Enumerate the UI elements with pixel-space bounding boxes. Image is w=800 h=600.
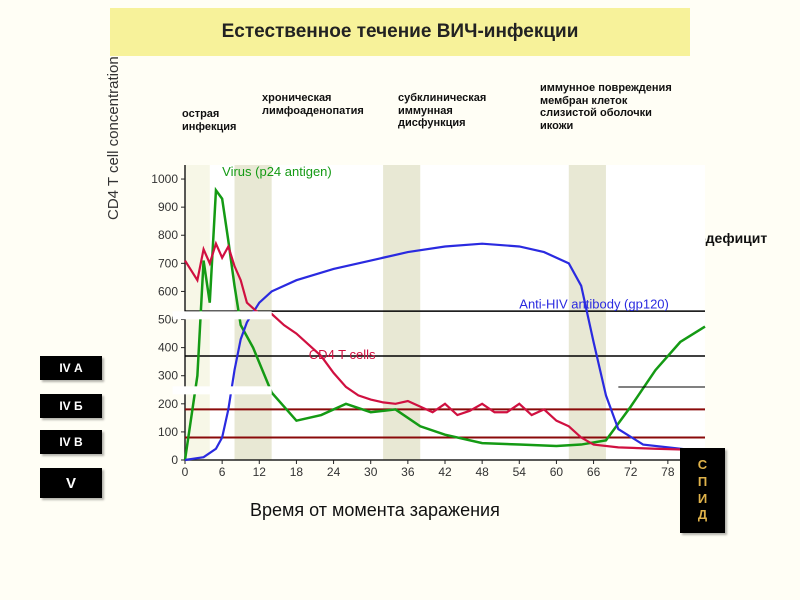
chart-area: 0100200300400500600700800900100006121824… (150, 160, 710, 485)
svg-text:18: 18 (290, 465, 304, 479)
svg-text:CD4 T cells: CD4 T cells (309, 347, 376, 362)
stage-button-iv-a[interactable]: IV А (40, 356, 102, 380)
svg-text:400: 400 (158, 341, 178, 355)
spid-letter: И (698, 491, 707, 508)
svg-text:900: 900 (158, 200, 178, 214)
svg-text:54: 54 (513, 465, 527, 479)
phase-label-acute: острая инфекция (182, 108, 236, 133)
svg-text:Anti-HIV antibody (gp120): Anti-HIV antibody (gp120) (519, 296, 669, 311)
svg-text:800: 800 (158, 228, 178, 242)
svg-text:30: 30 (364, 465, 378, 479)
hiv-course-chart: 0100200300400500600700800900100006121824… (150, 160, 710, 485)
slide-title: Естественное течение ВИЧ-инфекции (222, 21, 579, 43)
svg-text:36: 36 (401, 465, 415, 479)
spid-letter: П (698, 474, 707, 491)
svg-text:48: 48 (475, 465, 489, 479)
svg-text:600: 600 (158, 284, 178, 298)
stage-button-v[interactable]: V (40, 468, 102, 498)
svg-text:78: 78 (661, 465, 675, 479)
svg-text:1000: 1000 (151, 172, 178, 186)
svg-text:300: 300 (158, 369, 178, 383)
svg-text:Virus (p24 antigen): Virus (p24 antigen) (222, 164, 332, 179)
spid-letter: С (698, 457, 707, 474)
phase-label-subclin: субклиническая иммунная дисфункция (398, 92, 486, 130)
svg-text:42: 42 (438, 465, 452, 479)
svg-text:200: 200 (158, 397, 178, 411)
svg-text:60: 60 (550, 465, 564, 479)
svg-text:66: 66 (587, 465, 601, 479)
title-bar: Естественное течение ВИЧ-инфекции (110, 8, 690, 56)
svg-text:0: 0 (171, 453, 178, 467)
svg-text:72: 72 (624, 465, 638, 479)
svg-text:24: 24 (327, 465, 341, 479)
svg-text:0: 0 (182, 465, 189, 479)
svg-text:6: 6 (219, 465, 226, 479)
y-axis-label: CD4 T cell concentration (105, 56, 122, 220)
stage-button-iv-b[interactable]: IV Б (40, 394, 102, 418)
x-axis-label: Время от момента заражения (250, 500, 500, 521)
phase-label-membr: иммунное повреждения мембран клеток слиз… (540, 82, 672, 133)
phase-label-lymph: хроническая лимфоаденопатия (262, 92, 364, 117)
spid-letter: Д (698, 507, 707, 524)
spid-box: С П И Д (680, 448, 725, 533)
slide-root: Естественное течение ВИЧ-инфекции острая… (0, 0, 800, 600)
stage-button-iv-v[interactable]: IV В (40, 430, 102, 454)
svg-text:12: 12 (253, 465, 267, 479)
svg-text:100: 100 (158, 425, 178, 439)
svg-text:700: 700 (158, 256, 178, 270)
